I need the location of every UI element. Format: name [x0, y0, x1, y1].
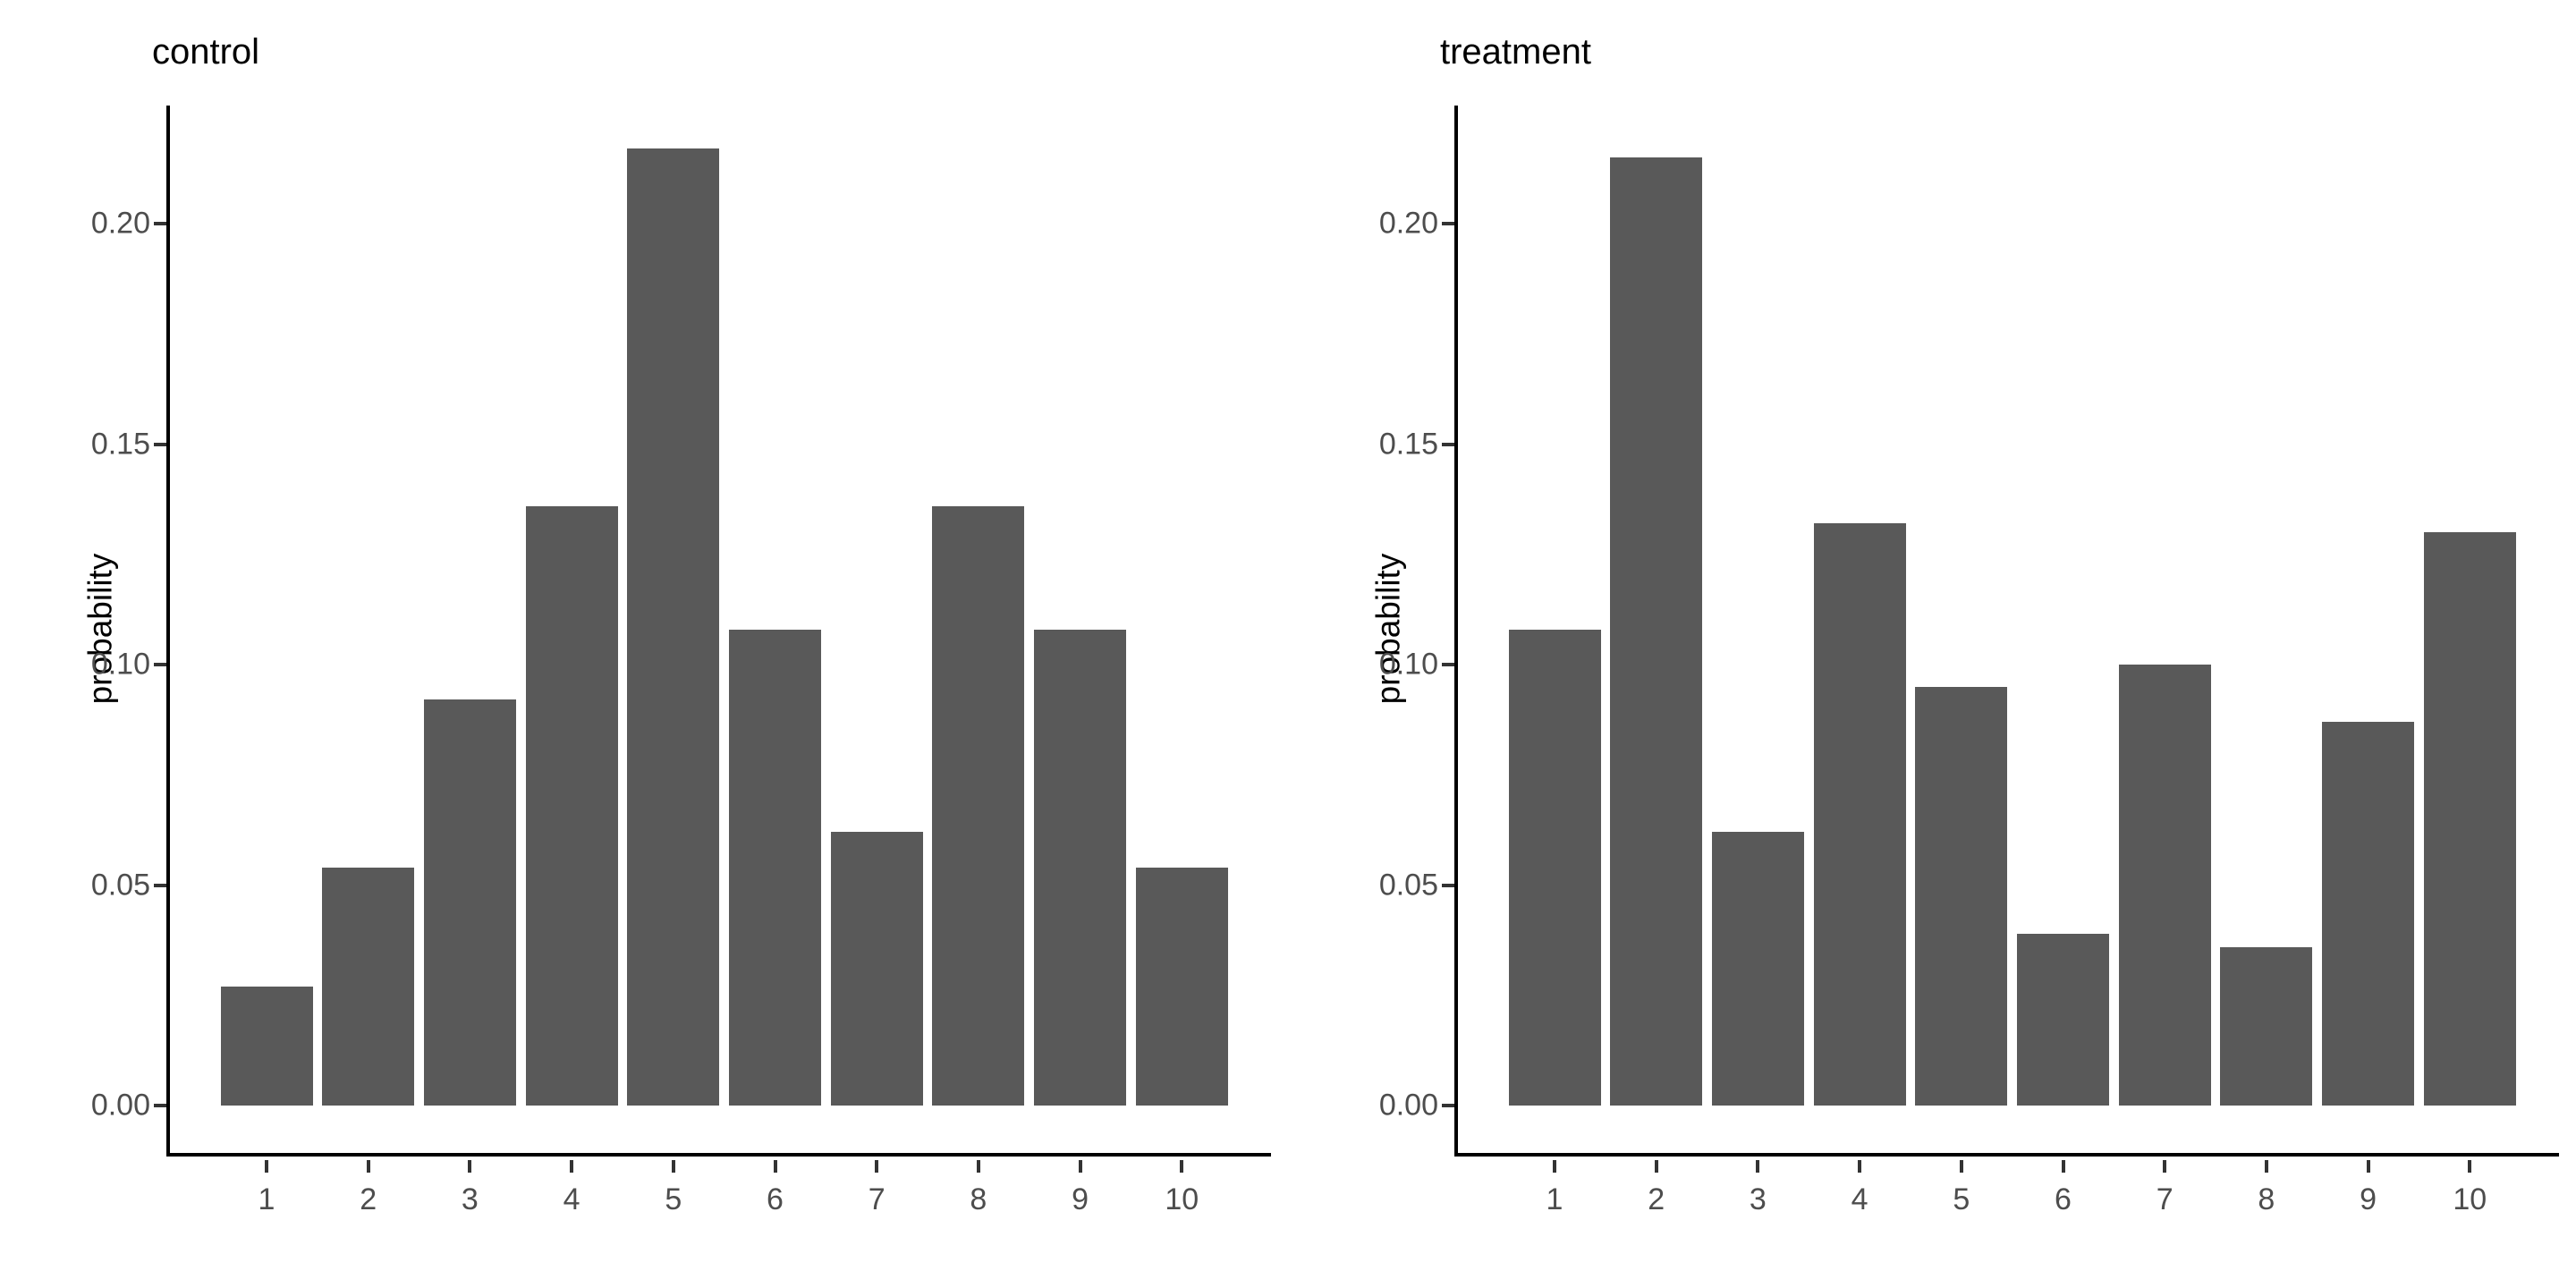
x-axis-tick-label: 1 [1546, 1182, 1563, 1216]
y-axis-tick-label: 0.05 [1378, 868, 1438, 902]
y-axis-tick-label: 0.00 [1378, 1088, 1438, 1123]
x-axis-tick-mark [1959, 1160, 1963, 1173]
plot-area-control: 0.00 0.05 0.10 0.15 0.20 1 2 3 4 5 6 7 8 9 10 [91, 106, 1271, 1216]
bar-treatment-1 [1508, 630, 1601, 1106]
bar-control-5 [627, 148, 720, 1106]
x-axis-tick-label: 6 [767, 1182, 784, 1216]
bar-treatment-8 [2220, 947, 2313, 1106]
bar-control-6 [729, 630, 821, 1106]
y-axis-tick-label: 0.00 [90, 1088, 150, 1123]
bar-control-7 [830, 832, 923, 1106]
bar-treatment-10 [2423, 532, 2516, 1106]
y-axis-tick-mark [154, 883, 166, 887]
x-axis-tick-label: 10 [2453, 1182, 2487, 1216]
x-axis-tick-label: 2 [1648, 1182, 1665, 1216]
panel-control: control probability 0.00 0.05 0.10 0.15 0.20… [81, 32, 1271, 1216]
x-axis-tick-mark [976, 1160, 980, 1173]
y-axis-tick-label: 0.05 [90, 868, 150, 902]
y-axis-tick-label: 0.15 [90, 427, 150, 461]
x-axis-tick-label: 9 [1072, 1182, 1089, 1216]
chart-title-treatment: treatment [1440, 32, 1591, 72]
bar-control-2 [322, 868, 415, 1106]
bar-control-3 [423, 699, 516, 1106]
bar-control-1 [220, 987, 313, 1106]
bar-treatment-5 [1915, 687, 2008, 1106]
x-axis-tick-label: 9 [2360, 1182, 2377, 1216]
y-axis-tick-label: 0.10 [1378, 647, 1438, 682]
x-axis-tick-label: 4 [1851, 1182, 1868, 1216]
bar-control-10 [1135, 868, 1228, 1106]
bar-treatment-4 [1813, 523, 1906, 1106]
bar-treatment-7 [2118, 665, 2211, 1106]
x-axis-tick-label: 7 [2156, 1182, 2174, 1216]
y-axis-tick-label: 0.20 [1378, 206, 1438, 241]
bar-treatment-3 [1711, 832, 1804, 1106]
x-axis-tick-mark [1078, 1160, 1082, 1173]
x-axis-tick-label: 1 [258, 1182, 275, 1216]
x-axis-tick-label: 3 [461, 1182, 479, 1216]
x-axis-tick-label: 6 [2055, 1182, 2072, 1216]
bar-control-8 [932, 506, 1025, 1106]
x-axis-tick-label: 8 [2258, 1182, 2275, 1216]
chart-title-control: control [152, 32, 260, 72]
plot-area-treatment: 0.00 0.05 0.10 0.15 0.20 1 2 3 4 5 6 7 8 9 10 [1379, 106, 2559, 1216]
x-axis-tick-label: 8 [970, 1182, 987, 1216]
bar-control-4 [525, 506, 618, 1106]
x-axis-tick-mark [468, 1160, 472, 1173]
bar-control-9 [1034, 630, 1127, 1106]
x-axis-tick-mark [1553, 1160, 1556, 1173]
x-axis-tick-mark [2468, 1160, 2472, 1173]
x-axis-tick-mark [2366, 1160, 2370, 1173]
bar-treatment-6 [2017, 934, 2109, 1106]
y-axis-tick-label: 0.20 [90, 206, 150, 241]
y-axis-tick-mark [154, 1104, 166, 1107]
x-axis-tick-label: 3 [1749, 1182, 1767, 1216]
y-axis-tick-mark [1442, 1104, 1454, 1107]
x-axis-tick-label: 10 [1165, 1182, 1199, 1216]
x-axis-tick-mark [1756, 1160, 1760, 1173]
x-axis-tick-mark [265, 1160, 268, 1173]
x-axis-tick-label: 2 [360, 1182, 377, 1216]
y-axis-tick-mark [1442, 883, 1454, 887]
y-axis-tick-label: 0.15 [1378, 427, 1438, 461]
x-axis-tick-label: 5 [665, 1182, 682, 1216]
x-axis-tick-mark [1858, 1160, 1862, 1173]
x-axis-tick-mark [875, 1160, 879, 1173]
panel-treatment: treatment probability 0.00 0.05 0.10 0.15 0.… [1288, 0, 2576, 1288]
y-axis-tick-mark [154, 222, 166, 225]
x-axis-tick-mark [570, 1160, 574, 1173]
bar-treatment-9 [2322, 722, 2415, 1106]
y-axis-tick-mark [154, 663, 166, 666]
x-axis-tick-mark [2163, 1160, 2167, 1173]
x-axis-tick-mark [671, 1160, 675, 1173]
y-axis-tick-mark [1442, 222, 1454, 225]
y-axis-tick-mark [1442, 442, 1454, 446]
x-axis-tick-mark [1180, 1160, 1184, 1173]
x-axis-tick-mark [2061, 1160, 2065, 1173]
y-axis-tick-mark [154, 442, 166, 446]
y-axis-tick-label: 0.10 [90, 647, 150, 682]
x-axis-tick-mark [1654, 1160, 1658, 1173]
x-axis-tick-label: 7 [868, 1182, 886, 1216]
x-axis-tick-label: 5 [1953, 1182, 1970, 1216]
x-axis-tick-mark [773, 1160, 777, 1173]
x-axis-tick-mark [2264, 1160, 2268, 1173]
x-axis-tick-mark [366, 1160, 370, 1173]
y-axis-tick-mark [1442, 663, 1454, 666]
bar-treatment-2 [1610, 157, 1703, 1106]
x-axis-tick-label: 4 [563, 1182, 580, 1216]
